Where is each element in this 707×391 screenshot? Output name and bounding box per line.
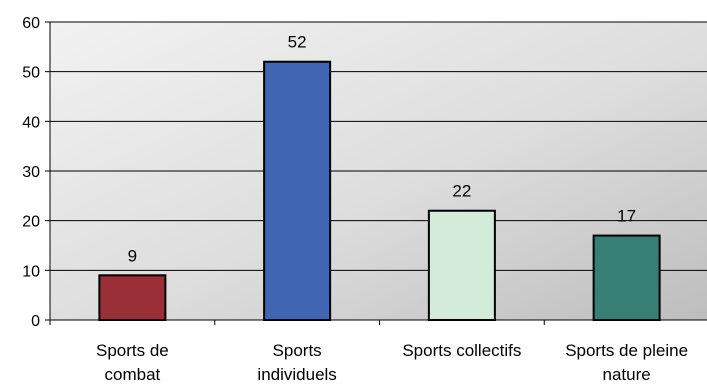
bar-2 — [263, 60, 332, 321]
x-tick-label: Sports de pleine — [565, 341, 688, 360]
x-tick-label: Sports — [273, 341, 322, 360]
y-tick-label: 60 — [22, 15, 40, 32]
y-tick-label: 50 — [22, 65, 40, 82]
gridlines — [50, 21, 707, 271]
y-tick-label: 0 — [31, 313, 40, 330]
x-tick-label: Sports de — [96, 341, 169, 360]
y-tick-label: 10 — [22, 263, 40, 280]
x-tick-label: nature — [603, 365, 651, 384]
x-tick-label: individuels — [257, 365, 336, 384]
data-label: 17 — [617, 207, 636, 226]
bar-1 — [98, 274, 167, 321]
x-tick-label: Sports collectifs — [402, 341, 521, 360]
data-label: 9 — [128, 246, 137, 265]
data-label: 22 — [452, 182, 471, 201]
y-tick-label: 20 — [22, 214, 40, 231]
bar-3 — [427, 209, 496, 322]
y-tick-label: 30 — [22, 164, 40, 181]
bars — [98, 60, 661, 322]
y-tick-label: 40 — [22, 114, 40, 131]
tick-labels: 0 10 20 30 40 50 60 Sports de combat Sports indivi… — [22, 15, 688, 384]
data-labels: 9 52 22 17 — [128, 33, 636, 266]
data-label: 52 — [288, 33, 307, 52]
bar-4 — [592, 234, 661, 321]
x-tick-label: combat — [105, 365, 161, 384]
